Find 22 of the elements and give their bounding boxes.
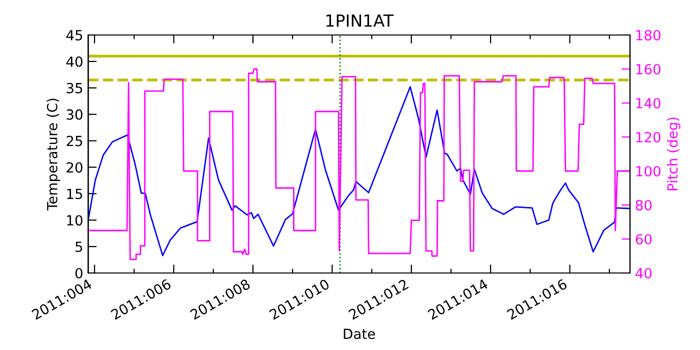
y-tick-label: 35 (66, 82, 82, 94)
y2-tick-label: 140 (636, 98, 660, 108)
chart-title: 1PIN1AT (326, 14, 394, 27)
y2-tick-label: 180 (636, 30, 660, 40)
x-axis-title: Date (344, 328, 375, 340)
y-tick-label: 25 (66, 136, 82, 146)
y-tick-label: 40 (66, 56, 82, 67)
y-tick-label: 0 (75, 268, 82, 278)
y2-tick-label: 40 (636, 268, 652, 278)
y-tick-label: 20 (66, 162, 82, 173)
y-tick-label: 10 (67, 215, 82, 226)
y2-tick-label: 120 (636, 132, 660, 142)
y2-tick-label: 80 (636, 200, 652, 210)
y2-tick-label: 60 (636, 234, 652, 244)
y-tick-label: 5 (76, 242, 82, 252)
y2-tick-label: 100 (636, 166, 660, 176)
y-axis-title: Temperature (C) (46, 98, 60, 210)
y-tick-label: 45 (66, 30, 82, 40)
y-tick-label: 30 (66, 109, 82, 120)
y-tick-label: 15 (67, 188, 82, 200)
y2-axis-title: Pitch (deg) (666, 118, 680, 190)
y2-tick-label: 160 (636, 64, 660, 74)
